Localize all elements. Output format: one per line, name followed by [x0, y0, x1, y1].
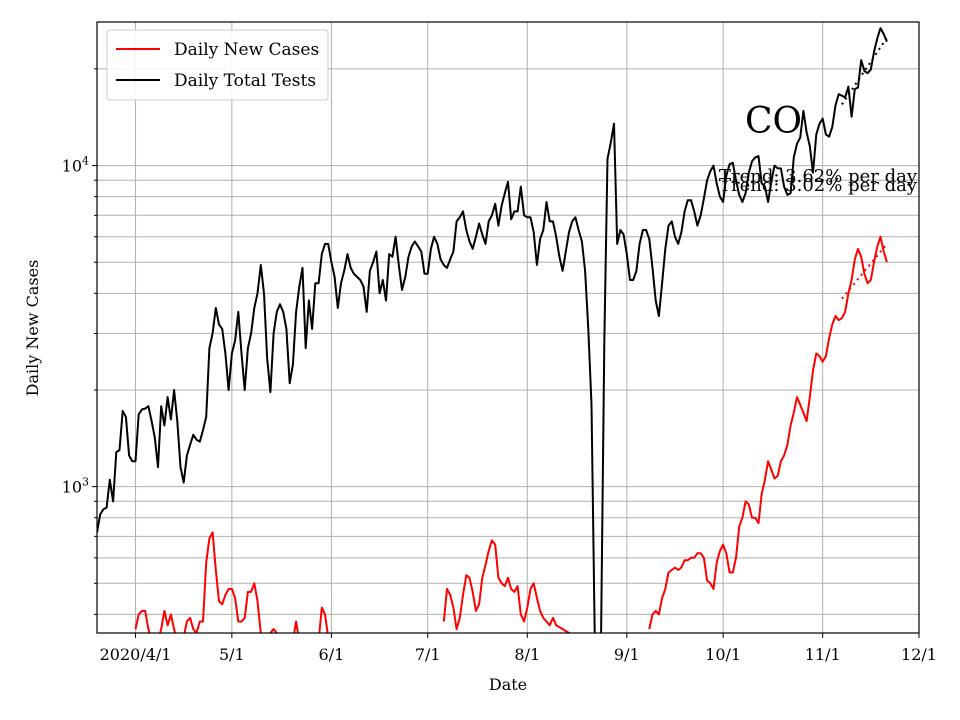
x-tick-label: 6/1: [319, 645, 345, 664]
x-tick-label: 8/1: [514, 645, 540, 664]
legend-label-daily-new-cases: Daily New Cases: [174, 40, 319, 60]
plot-border: [96, 21, 920, 634]
x-tick-label: 7/1: [415, 645, 441, 664]
x-tick-label: 12/1: [901, 645, 937, 664]
y-axis: 103 104: [62, 68, 97, 615]
x-axis: 2020/4/1 5/1 6/1 7/1 8/1 9/1 10/1 11/1 12/1: [100, 633, 937, 664]
plot-series: [97, 27, 888, 633]
legend: Daily New Cases Daily Total Tests: [106, 29, 329, 101]
x-tick-label: 10/1: [705, 645, 741, 664]
x-tick-label: 5/1: [219, 645, 245, 664]
trend-line-daily-total-tests: [841, 37, 888, 106]
y-tick-label: 103: [62, 476, 89, 497]
series-line-daily-new-cases: [134, 235, 888, 633]
legend-label-daily-total-tests: Daily Total Tests: [174, 71, 316, 91]
state-label: CO: [745, 101, 802, 142]
x-tick-label: 2020/4/1: [100, 645, 172, 664]
trend-annotation-tests: Trend: 3.62% per day: [719, 166, 918, 187]
y-tick-label: 104: [62, 155, 89, 176]
x-axis-label: Date: [489, 675, 527, 694]
grid-lines: [97, 22, 920, 633]
trend-annotation-cases: Trend: 3.02% per day: [719, 175, 918, 196]
series-line-daily-total-tests: [97, 27, 888, 633]
x-tick-label: 11/1: [805, 645, 841, 664]
y-axis-label: Daily New Cases: [23, 260, 42, 397]
plot-frame: [96, 21, 920, 634]
x-tick-label: 9/1: [614, 645, 640, 664]
legend-box: [106, 29, 329, 101]
